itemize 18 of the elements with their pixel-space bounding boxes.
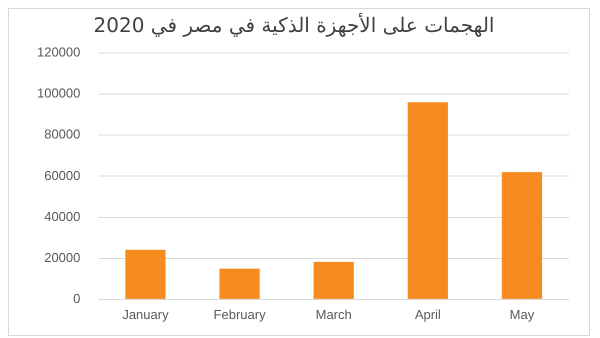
x-tick-label: January bbox=[122, 306, 170, 322]
y-tick-label: 80000 bbox=[44, 126, 80, 142]
x-tick-label: May bbox=[510, 306, 535, 322]
bar bbox=[219, 268, 260, 299]
x-tick-label: February bbox=[214, 306, 266, 322]
bar bbox=[314, 262, 354, 299]
bar bbox=[408, 102, 448, 299]
y-tick-label: 0 bbox=[73, 290, 80, 306]
bar bbox=[502, 172, 542, 299]
x-tick-label: March bbox=[316, 306, 352, 322]
y-tick-label: 40000 bbox=[44, 208, 80, 224]
chart-title: الهجمات على الأجهزة الذكية في مصر في 2020 bbox=[94, 12, 494, 38]
x-tick-label: April bbox=[414, 306, 441, 322]
y-tick-label: 20000 bbox=[44, 250, 80, 265]
bar bbox=[125, 250, 166, 299]
y-tick-label: 100000 bbox=[36, 86, 80, 101]
y-tick-label: 120000 bbox=[36, 44, 80, 60]
y-tick-label: 60000 bbox=[44, 168, 80, 183]
